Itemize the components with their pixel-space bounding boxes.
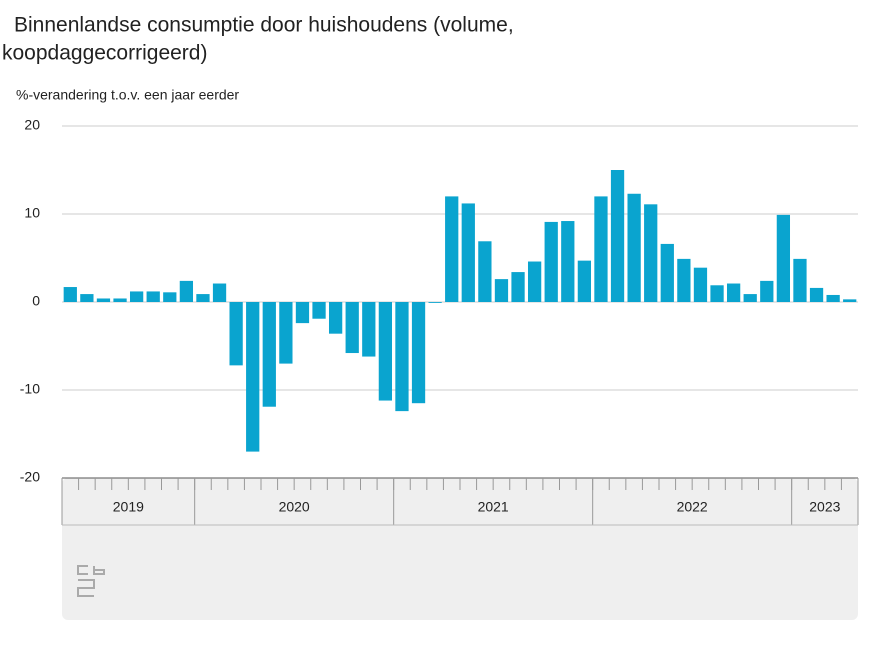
bar [445, 196, 459, 302]
bar [395, 302, 409, 412]
bar [760, 280, 774, 302]
bar [328, 302, 343, 334]
bar [196, 294, 210, 302]
bar [295, 302, 310, 324]
bar [179, 280, 194, 302]
bar [428, 302, 442, 303]
y-axis-label: %-verandering t.o.v. een jaar eerder [16, 87, 239, 103]
bar [710, 285, 724, 302]
bar [411, 302, 426, 404]
bar [478, 241, 492, 302]
bar [80, 294, 94, 302]
bar [793, 258, 807, 302]
bar [312, 302, 326, 319]
bar [594, 196, 608, 302]
bar [246, 302, 260, 452]
bar [843, 299, 857, 302]
bar [660, 243, 674, 302]
bar [743, 294, 757, 302]
y-tick-label: 0 [32, 293, 40, 309]
bar [262, 302, 276, 407]
bar [577, 260, 592, 302]
axis-panel [62, 478, 858, 620]
y-tick-label: 20 [24, 117, 40, 133]
x-group-label: 2023 [809, 499, 840, 515]
bar [63, 287, 77, 302]
bar [677, 258, 691, 302]
bar [776, 214, 791, 302]
x-group-label: 2021 [478, 499, 509, 515]
logo [77, 565, 105, 597]
chart-title: Binnenlandse consumptie door huishoudens… [14, 14, 514, 37]
x-group-label: 2022 [677, 499, 708, 515]
x-group-label: 2020 [279, 499, 310, 515]
bar [229, 302, 243, 366]
y-tick-label: -20 [20, 469, 40, 485]
bar [726, 283, 741, 302]
bar [610, 170, 625, 302]
bar [494, 279, 509, 302]
bar [279, 302, 293, 364]
bar [163, 292, 177, 302]
bar [378, 302, 393, 401]
bar [362, 302, 376, 357]
bar [627, 193, 641, 302]
bar [511, 272, 525, 302]
bar [146, 291, 160, 302]
bar [96, 298, 111, 302]
bar [693, 267, 708, 302]
x-group-label: 2019 [113, 499, 144, 515]
bar [461, 203, 475, 302]
y-tick-label: -10 [20, 381, 40, 397]
bar [544, 221, 558, 302]
bar [527, 261, 542, 302]
bar [212, 283, 227, 302]
chart-title: koopdaggecorrigeerd) [2, 42, 207, 65]
bar [345, 302, 359, 354]
bar [129, 291, 144, 302]
bar [113, 298, 127, 302]
bar [809, 287, 824, 302]
bar [644, 204, 658, 302]
bar [561, 221, 575, 302]
bar [826, 294, 840, 302]
y-tick-label: 10 [24, 205, 40, 221]
